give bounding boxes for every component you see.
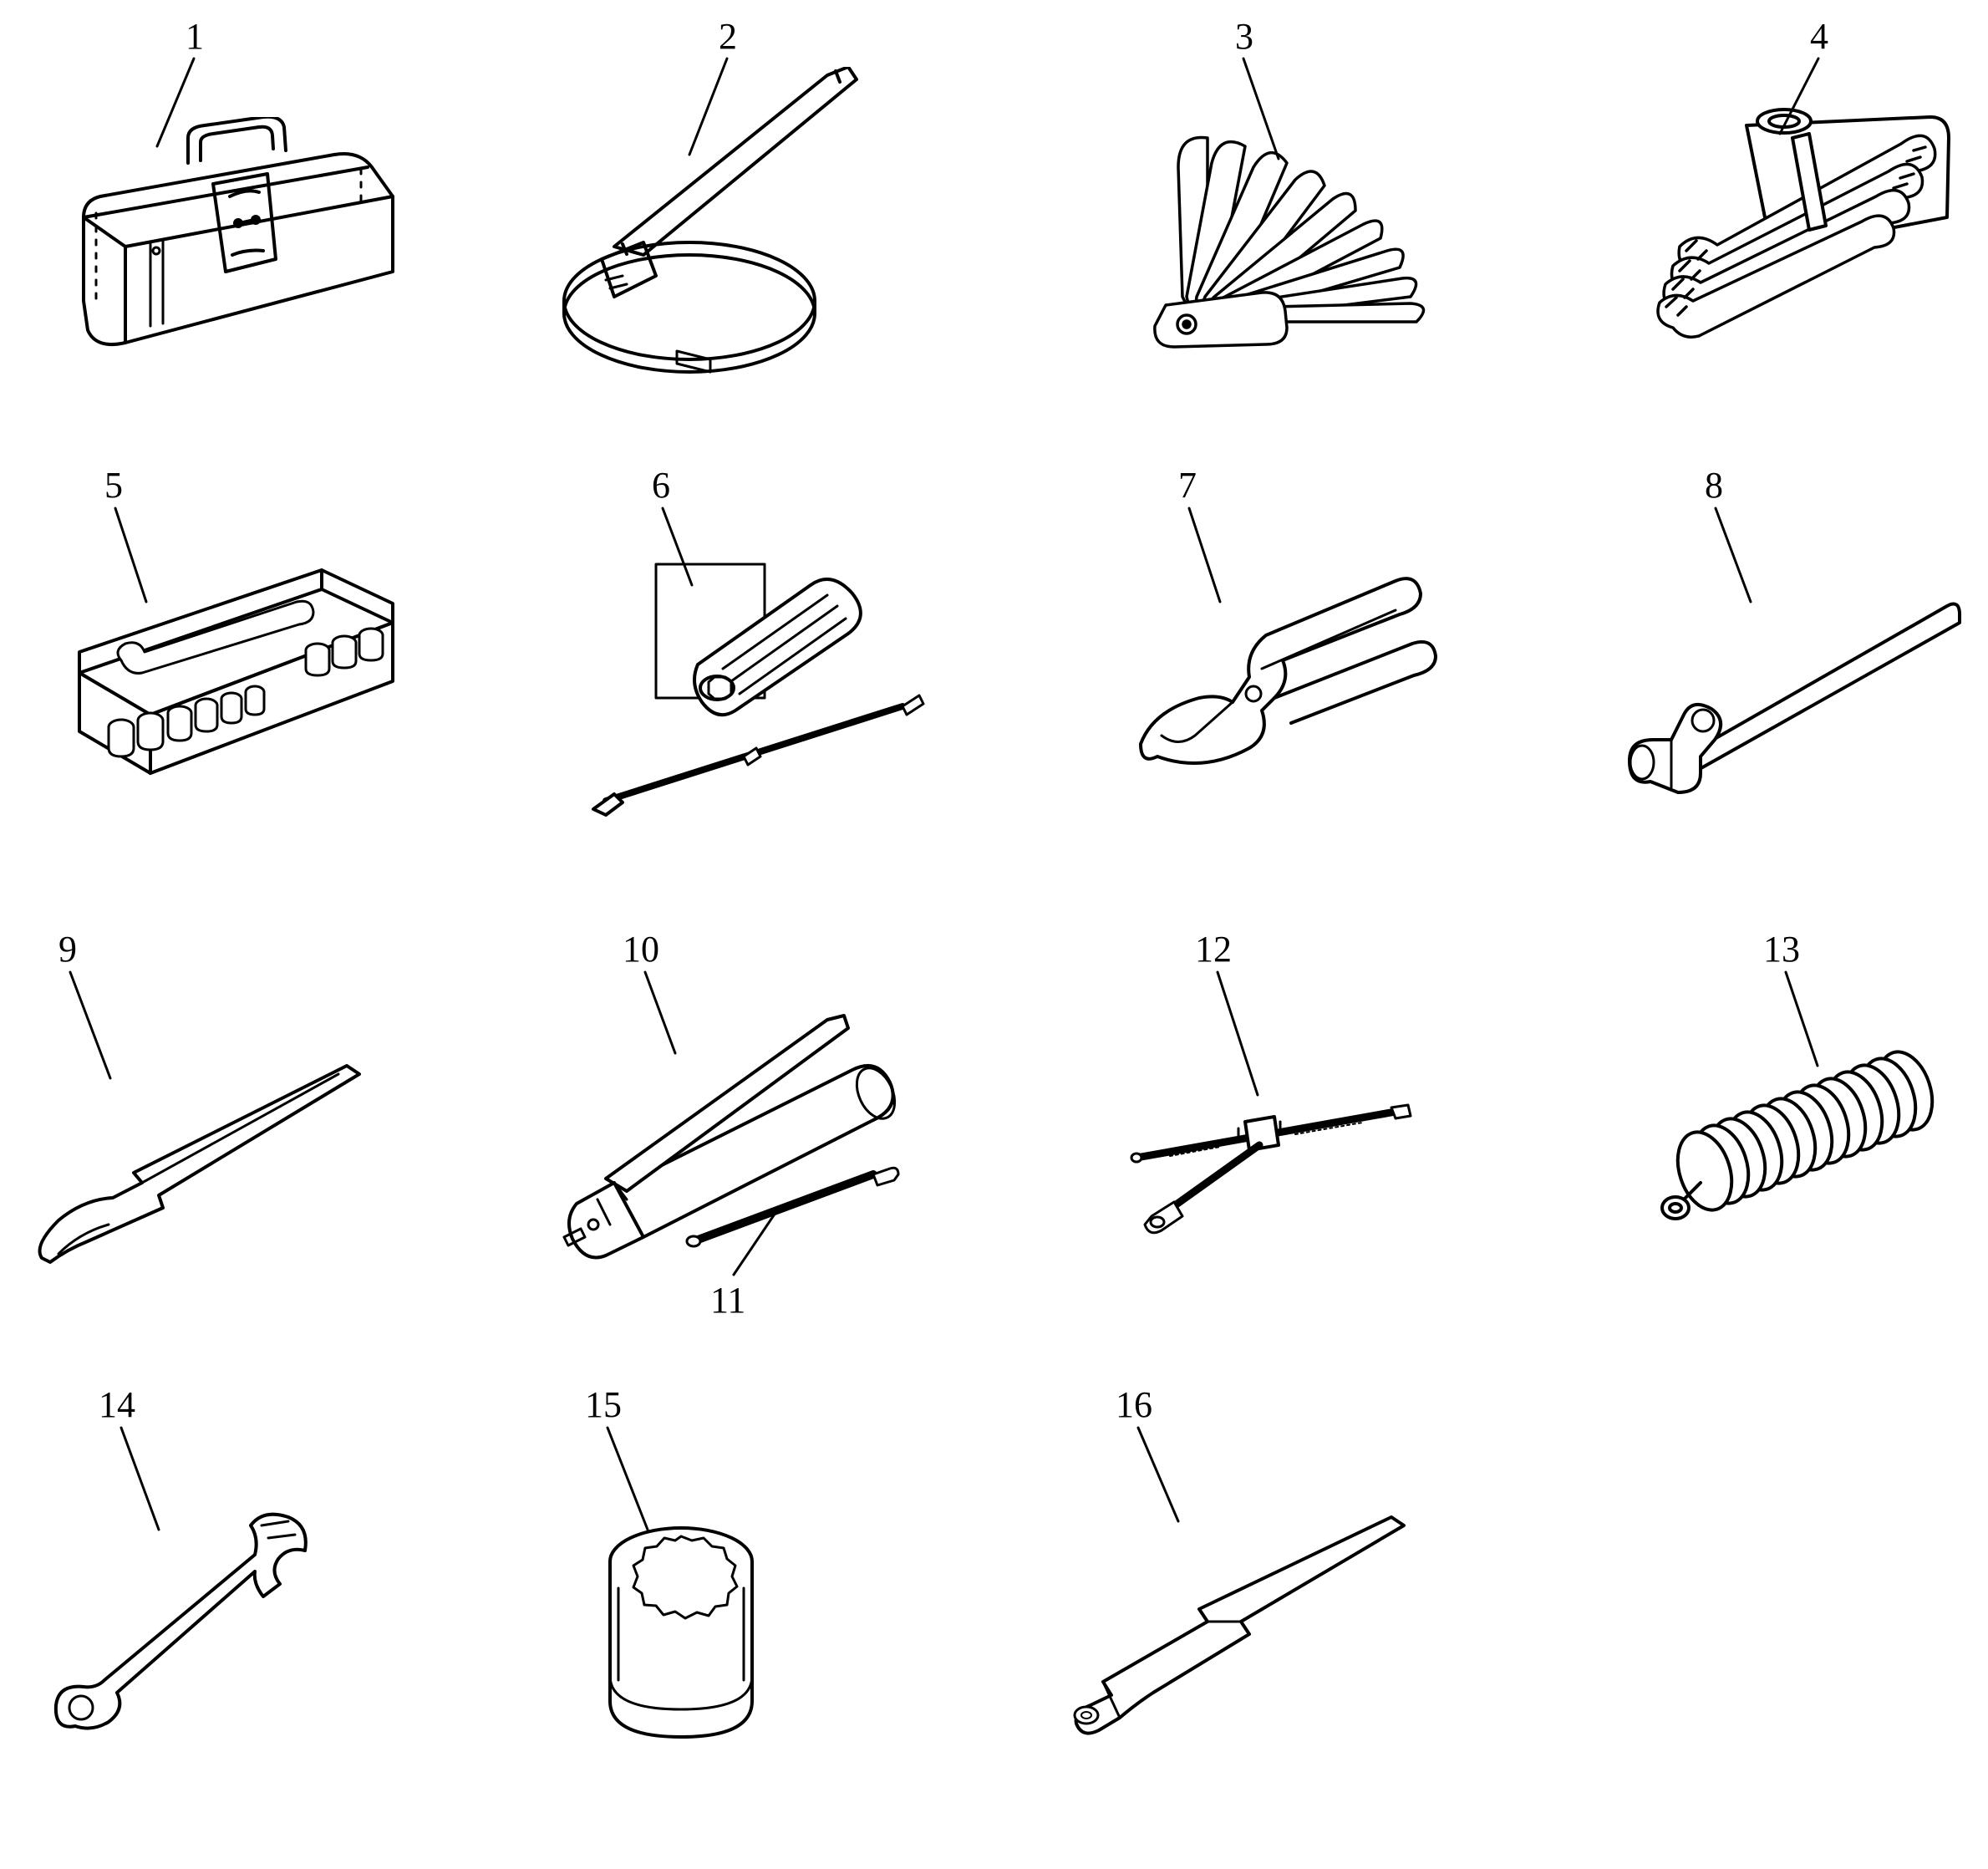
callout-number-7: 7 bbox=[1178, 464, 1197, 507]
pry-bar-icon bbox=[38, 1049, 372, 1275]
item-16-lug-wrench bbox=[1053, 1496, 1412, 1747]
item-13-spring bbox=[1630, 1045, 1947, 1245]
spring-icon bbox=[1630, 1045, 1947, 1245]
combination-wrench-icon bbox=[46, 1496, 338, 1747]
item-3-feeler-gauge bbox=[1136, 100, 1446, 351]
socket-icon bbox=[585, 1513, 777, 1755]
item-9-pry-bar bbox=[38, 1049, 372, 1275]
callout-number-16: 16 bbox=[1116, 1383, 1152, 1426]
callout-number-15: 15 bbox=[585, 1383, 622, 1426]
callout-number-5: 5 bbox=[104, 464, 123, 507]
item-4-wrench-set bbox=[1638, 92, 1955, 351]
item-7-pliers bbox=[1120, 568, 1446, 786]
item-1-tool-bag bbox=[50, 117, 409, 368]
wrench-set-icon bbox=[1638, 92, 1955, 351]
callout-number-13: 13 bbox=[1763, 928, 1800, 970]
callout-number-6: 6 bbox=[652, 464, 670, 507]
callout-number-4: 4 bbox=[1810, 15, 1828, 58]
callout-number-10: 10 bbox=[623, 928, 659, 970]
hammer-icon bbox=[1613, 577, 1964, 802]
feeler-gauge-icon bbox=[1136, 100, 1446, 351]
callout-number-3: 3 bbox=[1235, 15, 1253, 58]
callout-number-9: 9 bbox=[58, 928, 77, 970]
callout-number-11: 11 bbox=[710, 1279, 745, 1322]
item-14-comb-wrench bbox=[46, 1496, 338, 1747]
lug-wrench-icon bbox=[1053, 1496, 1412, 1747]
callout-number-1: 1 bbox=[186, 15, 204, 58]
callout-number-12: 12 bbox=[1195, 928, 1232, 970]
pliers-icon bbox=[1120, 568, 1446, 786]
item-15-socket bbox=[585, 1513, 777, 1755]
tool-bag-icon bbox=[50, 117, 409, 368]
item-5-socket-set bbox=[46, 560, 405, 802]
oil-filter-wrench-icon bbox=[543, 67, 902, 384]
callout-number-14: 14 bbox=[99, 1383, 135, 1426]
extension-icon bbox=[677, 1162, 902, 1254]
socket-set-icon bbox=[46, 560, 405, 802]
callout-number-8: 8 bbox=[1705, 464, 1723, 507]
item-2-oil-filter-wrench bbox=[543, 67, 902, 384]
parts-diagram-page: 12345678910111213141516 bbox=[0, 0, 1988, 1869]
screwdriver-icon bbox=[577, 535, 936, 819]
callout-number-2: 2 bbox=[719, 15, 737, 58]
item-8-hammer bbox=[1613, 577, 1964, 802]
item-12-t-handle bbox=[1086, 1078, 1421, 1237]
item-6-screwdriver bbox=[577, 535, 936, 819]
t-handle-icon bbox=[1086, 1078, 1421, 1237]
item-11-extension bbox=[677, 1162, 902, 1254]
